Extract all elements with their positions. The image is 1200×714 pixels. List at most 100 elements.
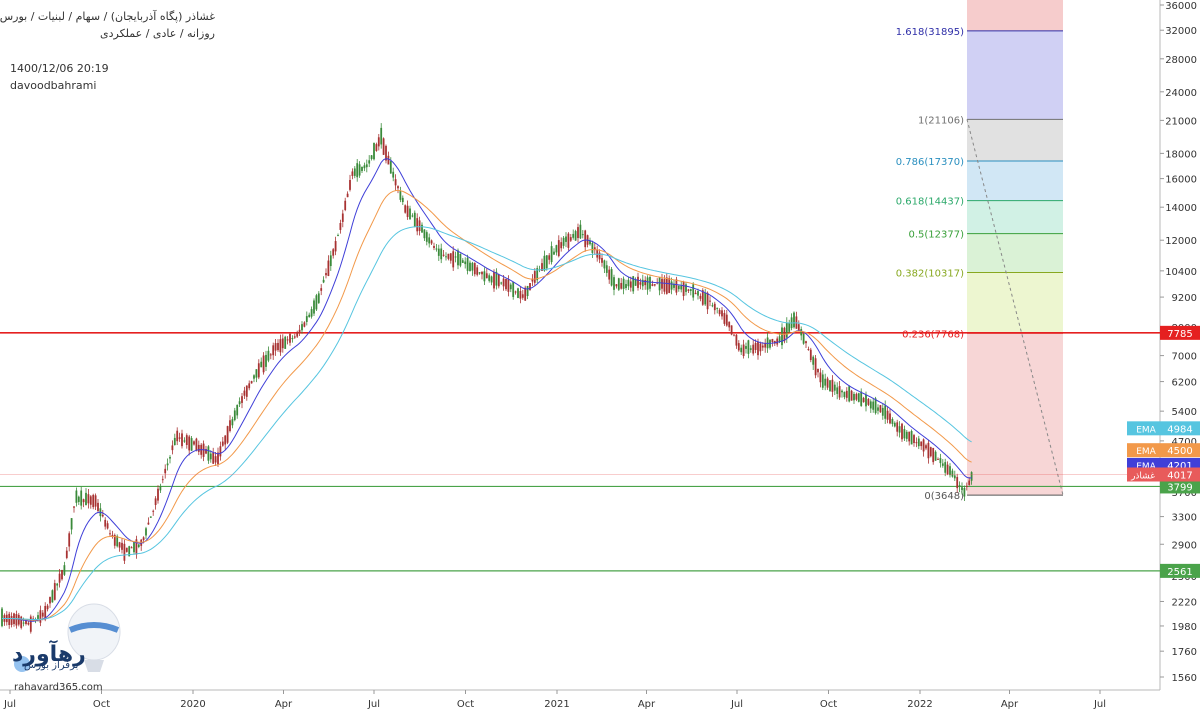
candle-body	[677, 285, 680, 290]
candle-body	[591, 242, 594, 253]
candle-body	[507, 279, 510, 292]
candle-body	[641, 279, 644, 287]
x-tick-label: Jul	[367, 699, 380, 710]
candle-body	[687, 289, 690, 291]
candle-body	[850, 390, 853, 401]
level-tag-label: 2561	[1167, 567, 1192, 578]
candle-body	[279, 339, 282, 353]
candle-body	[325, 273, 327, 276]
candle-body	[92, 494, 95, 508]
candle-body	[766, 337, 769, 349]
candle-body	[970, 472, 973, 481]
x-tick-label: Apr	[1001, 699, 1019, 710]
x-tick-label: Oct	[93, 699, 110, 710]
candle-body	[524, 287, 527, 301]
candle-body	[404, 205, 407, 213]
x-tick-label: 2021	[544, 699, 569, 710]
candle-body	[545, 255, 548, 269]
candle-body	[454, 256, 457, 258]
candle-body	[442, 254, 445, 256]
last-price-tag	[1127, 467, 1200, 482]
candle-body	[284, 336, 287, 349]
candle-body	[289, 333, 291, 343]
candle-body	[689, 289, 692, 291]
candle-body	[922, 439, 925, 452]
candle-body	[776, 338, 779, 345]
candle-body	[817, 368, 819, 373]
candle-body	[447, 253, 450, 259]
candle-body	[725, 314, 728, 326]
ema-tag-name: EMA	[1136, 462, 1156, 472]
candle-body	[183, 440, 186, 442]
candle-body	[644, 279, 647, 286]
candle-body	[320, 288, 323, 291]
candle-body	[574, 231, 577, 241]
candle-body	[730, 325, 733, 335]
candle-body	[668, 278, 671, 293]
candle-body	[137, 544, 140, 547]
y-tick-label: 1560	[1172, 673, 1197, 684]
candle-body	[255, 369, 258, 378]
candle-body	[413, 212, 416, 227]
fib-zone	[967, 272, 1063, 334]
candle-body	[915, 442, 918, 444]
candle-body	[958, 485, 961, 487]
candle-body	[195, 438, 198, 451]
candle-body	[893, 422, 896, 427]
fib-zone	[967, 233, 1063, 273]
candle-body	[260, 361, 263, 368]
candle-body	[356, 163, 359, 178]
candle-body	[752, 344, 755, 354]
candle-body	[788, 322, 791, 332]
candle-body	[27, 622, 30, 625]
candle-body	[937, 458, 939, 460]
candle-body	[37, 615, 39, 621]
x-tick-label: Apr	[275, 699, 293, 710]
candle-body	[598, 252, 601, 260]
candle-body	[711, 305, 714, 307]
candle-body	[500, 282, 503, 284]
candle-body	[44, 605, 47, 620]
price-axis	[1160, 0, 1200, 714]
candle-body	[797, 324, 800, 331]
candle-body	[466, 257, 469, 271]
candle-body	[802, 333, 805, 344]
candle-body	[322, 279, 325, 283]
candle-body	[181, 433, 183, 447]
candle-body	[533, 271, 536, 283]
candle-body	[929, 447, 932, 457]
candle-body	[833, 384, 836, 391]
candle-body	[332, 249, 335, 256]
candle-body	[22, 622, 25, 624]
candle-body	[805, 341, 807, 344]
candle-body	[968, 480, 971, 485]
candle-body	[77, 496, 80, 502]
fib-zone	[967, 200, 1063, 234]
y-tick-label: 1980	[1172, 622, 1197, 633]
candle-body	[380, 127, 383, 145]
fib-level-label: 0.5(12377)	[908, 230, 964, 241]
candle-body	[718, 309, 721, 315]
candle-body	[245, 385, 248, 397]
candle-body	[488, 275, 491, 281]
candle-body	[233, 410, 236, 421]
candle-body	[675, 279, 678, 293]
candle-body	[236, 404, 239, 416]
candle-body	[531, 278, 534, 282]
candle-body	[589, 241, 591, 245]
candle-body	[89, 496, 92, 505]
candle-body	[382, 138, 385, 155]
candle-body	[553, 251, 555, 255]
candle-body	[337, 235, 339, 237]
candle-body	[277, 342, 279, 351]
candle-body	[639, 282, 642, 285]
candle-body	[845, 390, 848, 398]
candle-body	[754, 343, 757, 350]
x-tick-label: Oct	[457, 699, 474, 710]
candle-body	[313, 300, 315, 314]
candle-body	[881, 407, 884, 416]
x-tick-label: 2022	[907, 699, 932, 710]
fib-level-label: 0.382(10317)	[896, 269, 964, 280]
candle-body	[262, 355, 265, 373]
